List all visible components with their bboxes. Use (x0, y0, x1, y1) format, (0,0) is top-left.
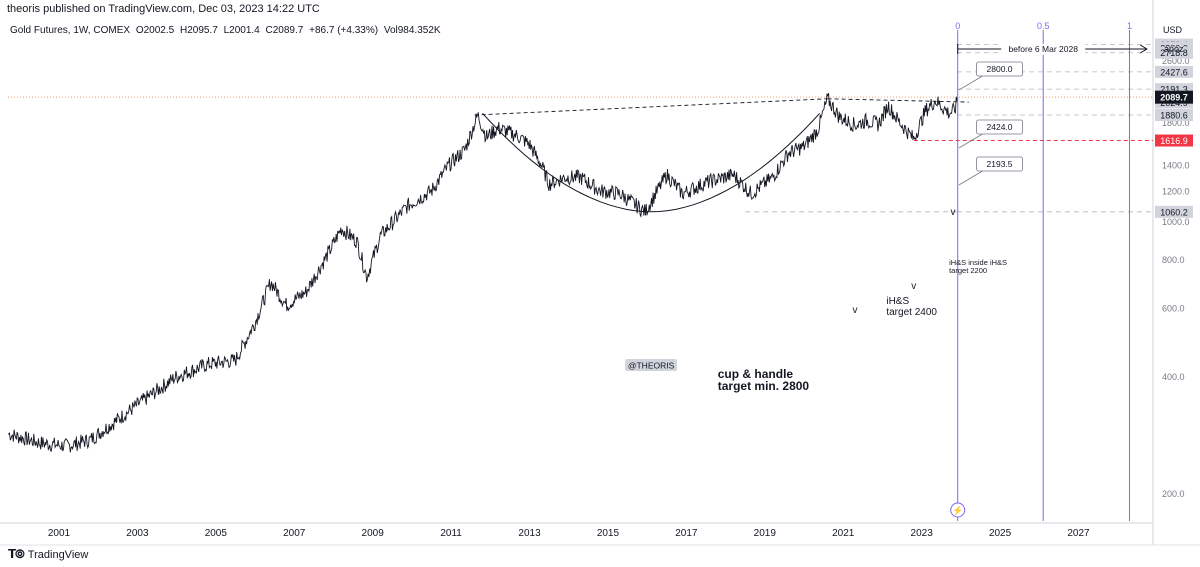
x-tick-label: 2025 (989, 528, 1012, 539)
x-tick-label: 2005 (205, 528, 228, 539)
price-axis-label: 2191.3 (1160, 85, 1188, 95)
tradingview-logo-icon: 𝗧⦾ (8, 547, 25, 561)
volume-value: Vol984.352K (383, 25, 441, 36)
brand-name: TradingView (27, 548, 89, 561)
cup-handle-target-label: target min. 2800 (718, 379, 810, 393)
y-tick-label: 200.0 (1162, 489, 1185, 499)
price-axis-label: 2427.6 (1160, 67, 1188, 77)
x-tick-label: 2015 (597, 528, 620, 539)
x-tick-label: 2003 (126, 528, 149, 539)
y-tick-label: 2600.0 (1162, 56, 1190, 66)
cup-arc (482, 112, 821, 213)
lightning-icon: ⚡ (952, 505, 963, 517)
last-price-label-bg (1155, 90, 1193, 104)
head-mark-icon: v (852, 305, 857, 316)
callout-pointer (958, 170, 983, 186)
y-tick-label: 800.0 (1162, 255, 1185, 265)
price-series-line (7, 92, 959, 453)
x-tick-label: 2021 (832, 528, 855, 539)
currency-label[interactable]: USD (1163, 25, 1183, 35)
price-axis-label-bg (1155, 46, 1193, 59)
head-mark-icon: v (911, 281, 916, 292)
watermark-tag-bg (625, 359, 678, 371)
target-callout-box (976, 156, 1023, 172)
watermark-tag: @THEORIS (628, 361, 675, 371)
brand-footer[interactable]: 𝗧⦾ TradingView (8, 547, 88, 562)
y-tick-label: 1800.0 (1162, 118, 1190, 128)
target-callout-box (976, 61, 1023, 77)
symbol-legend: Gold Futures, 1W, COMEX O2002.5 H2095.7 … (10, 25, 444, 36)
neckline (474, 98, 828, 116)
ihs-label: iH&S (886, 296, 909, 307)
date-range-label-bg (1001, 44, 1086, 55)
ohlc-close: C2089.7 (265, 25, 304, 36)
ohlc-open: O2002.5 (135, 25, 175, 36)
y-tick-label: 600.0 (1162, 303, 1185, 313)
ohlc-high: H2095.7 (179, 25, 218, 36)
neckline (827, 98, 969, 103)
target-callout-text: 2424.0 (987, 122, 1013, 132)
cup-handle-label: cup & handle (718, 367, 794, 381)
scale-mode-label[interactable]: apoz (1164, 44, 1184, 54)
ihs-target-label: target 2400 (886, 307, 937, 318)
price-axis-label-bg (1155, 108, 1193, 121)
x-tick-label: 2019 (754, 528, 777, 539)
last-price-label: 2089.7 (1160, 93, 1188, 103)
price-axis-label-bg (1155, 65, 1193, 78)
x-tick-label: 2011 (440, 528, 462, 539)
x-tick-label: 2009 (362, 528, 385, 539)
y-tick-label: 1200.0 (1162, 186, 1190, 196)
event-marker-icon (950, 502, 966, 518)
inner-ihs-label: iH&S inside iH&S (949, 258, 1007, 267)
x-tick-label: 2017 (675, 528, 698, 539)
inner-ihs-target-label: target 2200 (949, 266, 987, 275)
x-tick-label: 2027 (1067, 528, 1090, 539)
publisher-line: theoris published on TradingView.com, De… (7, 3, 320, 15)
y-tick-label: 1400.0 (1162, 160, 1190, 170)
price-change: +86.7 (+4.33%) (309, 25, 379, 36)
target-callout-text: 2193.5 (987, 159, 1013, 169)
fib-level-label: 0 (955, 21, 960, 31)
price-axis-label-bg (1155, 205, 1193, 218)
x-tick-label: 2001 (48, 528, 71, 539)
target-callout-text: 2800.0 (987, 64, 1013, 74)
fib-level-label: 0.5 (1037, 21, 1050, 31)
price-axis-label: 1060.2 (1160, 207, 1188, 217)
x-tick-label: 2013 (518, 528, 541, 539)
fib-level-label: 1 (1127, 21, 1132, 31)
callout-pointer (958, 75, 983, 91)
head-mark-icon: v (951, 207, 956, 218)
symbol-name[interactable]: Gold Futures, 1W, COMEX (10, 25, 131, 36)
price-axis-label-bg (1155, 134, 1193, 147)
callout-pointer (958, 133, 983, 149)
price-axis-label: 1616.9 (1160, 136, 1188, 146)
ohlc-low: L2001.4 (223, 25, 260, 36)
date-range-label: before 6 Mar 2028 (1008, 44, 1078, 54)
x-tick-label: 2007 (283, 528, 306, 539)
x-tick-label: 2023 (911, 528, 934, 539)
price-axis-label: 1880.6 (1160, 110, 1188, 120)
target-callout-box (976, 119, 1023, 135)
price-axis-label: 2718.8 (1160, 48, 1188, 58)
y-tick-label: 400.0 (1162, 372, 1185, 382)
y-tick-label: 1000.0 (1162, 217, 1190, 227)
arrow-head-icon (1139, 44, 1148, 54)
